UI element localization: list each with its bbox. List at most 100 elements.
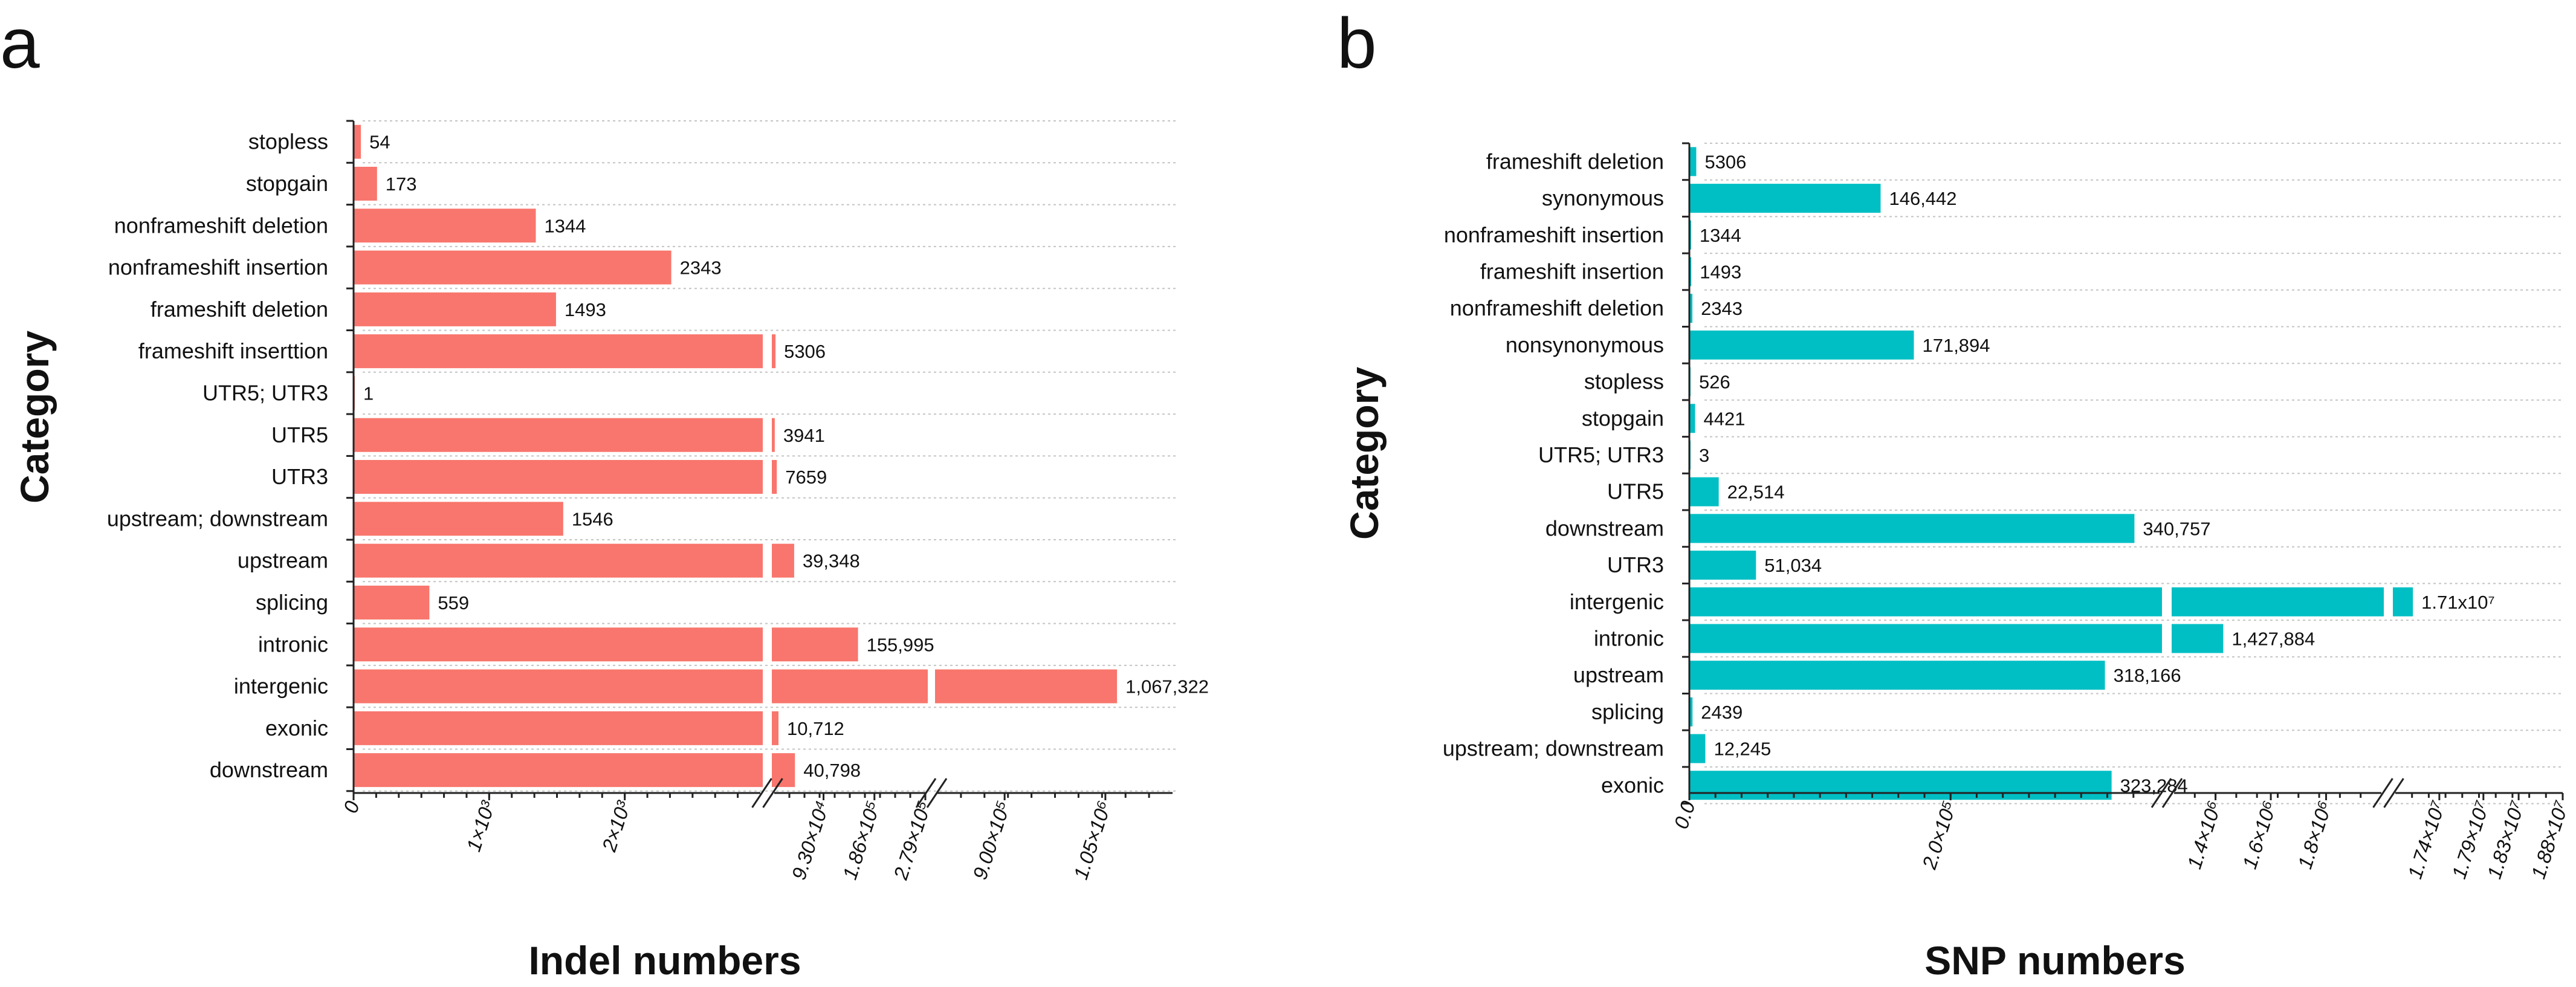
panel-b-bar-break-gap	[2162, 586, 2172, 618]
panel-a-axis-break-mark	[915, 778, 937, 808]
panel-a-category-label: intronic	[258, 632, 328, 656]
panel-a-category-label: UTR5	[271, 422, 328, 447]
panel-a-axis-break-mark	[762, 778, 783, 808]
panel-b-value-label: 51,034	[1764, 555, 1822, 576]
panel-b-x-tick-label: 2.0×10⁵	[1918, 798, 1961, 872]
panel-b-category-label: synonymous	[1542, 186, 1664, 210]
panel-a-category-label: upstream	[238, 548, 328, 573]
panel-b-bar-break-gap	[2384, 586, 2393, 618]
panel-b: b Category SNP numbers frameshift deleti…	[1337, 4, 2573, 983]
panel-a-value-label: 5306	[784, 341, 826, 362]
panel-b-bar-intronic	[1689, 624, 2224, 653]
panel-a-value-label: 1344	[545, 215, 586, 236]
panel-a-bar-splicing	[354, 585, 430, 620]
panel-b-x-tick-label: 1.6×10⁶	[2238, 798, 2281, 872]
panel-b-category-label: frameshift deletion	[1486, 149, 1664, 173]
panel-a-value-label: 54	[369, 132, 390, 153]
panel-a-category-label: UTR3	[271, 464, 328, 489]
panel-a-category-label: downstream	[210, 757, 328, 782]
panel-b-bar-upstream	[1689, 661, 2105, 690]
panel-b-category-label: UTR3	[1607, 552, 1664, 577]
panel-b-axis-break-mark	[2150, 778, 2172, 808]
panel-a-x-tick-label: 1.05×10⁶	[1069, 798, 1116, 882]
panel-a-category-label: upstream; downstream	[107, 506, 328, 531]
panel-b-value-label: 4421	[1704, 408, 1746, 429]
panel-b-bar-synonymous	[1689, 184, 1881, 213]
panel-a-bar-break-gap	[763, 542, 772, 579]
panel-a-bar-intergenic	[354, 669, 1118, 704]
panel-a-value-label: 1546	[572, 508, 613, 529]
panel-a-x-tick-label: 9.30×10⁴	[787, 798, 833, 882]
panel-a-xlabel: Indel numbers	[528, 938, 801, 983]
panel-b-category-label: UTR5	[1607, 479, 1664, 504]
panel-a-value-label: 173	[386, 173, 417, 195]
panel-a-bar-break-gap	[763, 459, 772, 496]
panel-a-bar-frameshift-deletion	[354, 292, 556, 326]
panel-b-value-label: 526	[1699, 372, 1730, 393]
panel-a-bar-break-gap	[763, 668, 772, 705]
panel-a-bar-break-gap	[763, 416, 772, 453]
panel-b-value-label: 2439	[1701, 702, 1743, 723]
panel-b-value-label: 5306	[1704, 151, 1746, 172]
panel-b-category-label: upstream; downstream	[1443, 736, 1664, 761]
panel-a-axis-break-mark	[751, 778, 772, 808]
panel-a-category-label: nonframeshift deletion	[114, 213, 328, 238]
panel-b-x-tick-label: 1.8×10⁶	[2293, 798, 2336, 872]
panel-b-category-label: splicing	[1591, 699, 1664, 724]
panel-a-category-label: splicing	[256, 590, 328, 615]
panel-a-value-label: 3941	[783, 425, 825, 446]
panel-a-axis-break-mark	[926, 778, 948, 808]
panel-a-bar-nonframeshift-deletion	[354, 209, 536, 243]
panel-b-category-label: downstream	[1545, 516, 1664, 540]
panel-a-x-tick-label: 1×10³	[462, 798, 499, 855]
panel-b-category-label: intronic	[1594, 626, 1664, 650]
panel-b-value-label: 1493	[1700, 261, 1741, 282]
panel-b-bar-intergenic	[1689, 587, 2413, 616]
panel-a-bar-stopgain	[354, 166, 377, 201]
panel-b-value-label: 2343	[1701, 298, 1743, 319]
panel-a-x-tick-label: 1.86×10⁵	[838, 798, 885, 882]
panel-a-value-label: 1	[363, 383, 374, 404]
panel-b-letter: b	[1337, 4, 1377, 83]
panel-b-value-label: 340,757	[2143, 518, 2210, 539]
panel-a-value-label: 39,348	[803, 551, 860, 572]
panel-a-value-label: 155,995	[867, 634, 934, 655]
panel-b-axis-break-mark	[2161, 778, 2183, 808]
panel-a-bar-upstream-downstream	[354, 502, 563, 536]
panel-b-bar-splicing	[1689, 697, 1693, 726]
panel-a-bar-utr3	[354, 460, 777, 494]
panel-b-value-label: 318,166	[2114, 665, 2181, 686]
panel-b-bar-stopgain	[1689, 404, 1695, 433]
panel-b-category-label: intergenic	[1570, 589, 1664, 614]
panel-a-value-label: 1,067,322	[1125, 676, 1209, 697]
panel-a-bar-nonframeshift-insertion	[354, 250, 672, 285]
panel-a-bar-break-gap	[763, 626, 772, 663]
panel-b-axis-break-mark	[2383, 778, 2404, 808]
panel-b-value-label: 1,427,884	[2231, 628, 2315, 649]
panel-a-bar-break-gap	[763, 752, 772, 789]
panel-b-x-tick-label: 1.88×10⁷	[2526, 798, 2572, 881]
panel-b-ylabel: Category	[1342, 367, 1387, 540]
panel-a-bar-frameshift-inserttion	[354, 334, 776, 369]
panel-a-bar-utr5	[354, 418, 775, 452]
panel-b-category-label: nonframeshift deletion	[1450, 296, 1664, 320]
panel-a-category-label: nonframeshift insertion	[108, 255, 328, 280]
panel-a-x-tick-label: 2×10³	[597, 798, 635, 855]
panel-b-bar-frameshift-deletion	[1689, 147, 1697, 176]
panel-b-value-label: 1344	[1700, 225, 1741, 246]
panel-a-bar-break-gap	[928, 668, 935, 705]
panel-a-letter: a	[0, 4, 40, 83]
panel-b-x-tick-label: 0.0	[1669, 798, 1700, 832]
panel-a-category-label: exonic	[265, 716, 328, 740]
panel-b-xlabel: SNP numbers	[1924, 938, 2186, 983]
panel-a-bar-upstream	[354, 543, 794, 578]
panel-b-value-label: 171,894	[1922, 335, 1990, 356]
panel-a-category-label: stopgain	[246, 171, 328, 196]
panel-a-ylabel: Category	[12, 331, 57, 503]
panel-a-bar-break-gap	[763, 710, 772, 746]
panel-a-value-label: 1493	[565, 299, 606, 320]
panel-b-value-label: 1.71x10⁷	[2421, 592, 2495, 613]
panel-a-value-label: 7659	[785, 467, 827, 488]
panel-b-category-label: stopless	[1584, 369, 1664, 394]
